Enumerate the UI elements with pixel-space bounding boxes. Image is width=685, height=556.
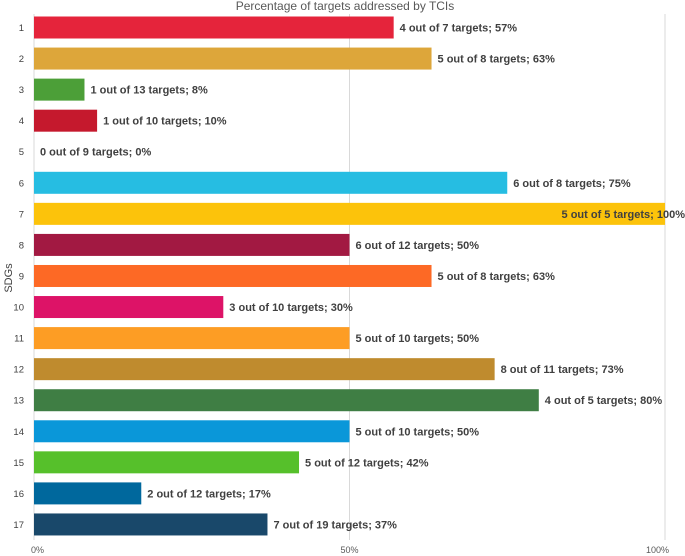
y-tick-label: 5 [19,147,24,158]
y-tick-label: 1 [19,23,24,34]
bars [34,16,665,536]
y-tick-label: 6 [19,178,24,189]
y-tick-label: 9 [19,271,24,282]
y-tick-label: 12 [13,365,24,376]
data-label: 1 out of 10 targets; 10% [103,116,227,128]
y-tick-label: 4 [19,116,24,127]
bar-sdg-17 [34,513,268,536]
data-label: 8 out of 11 targets; 73% [501,364,624,376]
data-label: 3 out of 10 targets; 30% [229,302,353,314]
data-label: 6 out of 12 targets; 50% [356,240,480,252]
y-tick-label: 17 [13,520,24,531]
bar-sdg-6 [34,171,508,194]
bar-sdg-13 [34,389,539,412]
data-label: 1 out of 13 targets; 8% [90,85,208,97]
data-label: 5 out of 10 targets; 50% [356,426,480,438]
bar-sdg-1 [34,16,394,39]
data-label: 4 out of 5 targets; 80% [545,395,663,407]
y-tick-label: 7 [19,209,24,220]
data-label: 5 out of 10 targets; 50% [356,333,480,345]
bar-sdg-14 [34,420,350,443]
data-label: 6 out of 8 targets; 75% [513,178,631,190]
bar-sdg-7 [34,202,665,225]
bar-sdg-16 [34,482,142,505]
bar-sdg-11 [34,327,350,350]
y-tick-label: 14 [13,427,24,438]
y-tick-label: 10 [13,303,24,314]
y-tick-label: 15 [13,458,24,469]
bar-sdg-8 [34,233,350,256]
y-axis-label: SDGs [3,263,15,293]
chart-title: Percentage of targets addressed by TCIs [236,0,455,13]
data-label: 7 out of 19 targets; 37% [273,519,397,531]
data-label: 5 out of 5 targets; 100% [562,209,685,221]
bar-sdg-3 [34,78,85,101]
y-tick-label: 2 [19,54,24,65]
data-label: 4 out of 7 targets; 57% [400,23,518,35]
y-tick-label: 16 [13,489,24,500]
bar-sdg-10 [34,296,224,319]
data-label: 5 out of 8 targets; 63% [438,271,556,283]
bar-sdg-12 [34,358,495,381]
bar-sdg-9 [34,264,432,287]
y-tick-label: 8 [19,240,24,251]
data-labels: 4 out of 7 targets; 57% 5 out of 8 target… [40,23,685,532]
data-label: 2 out of 12 targets; 17% [147,488,271,500]
bar-sdg-4 [34,109,98,132]
y-tick-label: 13 [13,396,24,407]
data-label: 5 out of 8 targets; 63% [438,54,556,66]
data-label: 5 out of 12 targets; 42% [305,457,429,469]
x-tick-label: 50% [340,545,358,555]
y-tick-label: 3 [19,85,24,96]
x-tick-label: 100% [646,545,669,555]
y-tick-label: 11 [14,334,24,345]
bar-sdg-2 [34,47,432,70]
x-axis-ticks: 0% 50% 100% [31,545,669,555]
x-tick-label: 0% [31,545,44,555]
data-label: 0 out of 9 targets; 0% [40,147,151,159]
bar-sdg-15 [34,451,300,474]
